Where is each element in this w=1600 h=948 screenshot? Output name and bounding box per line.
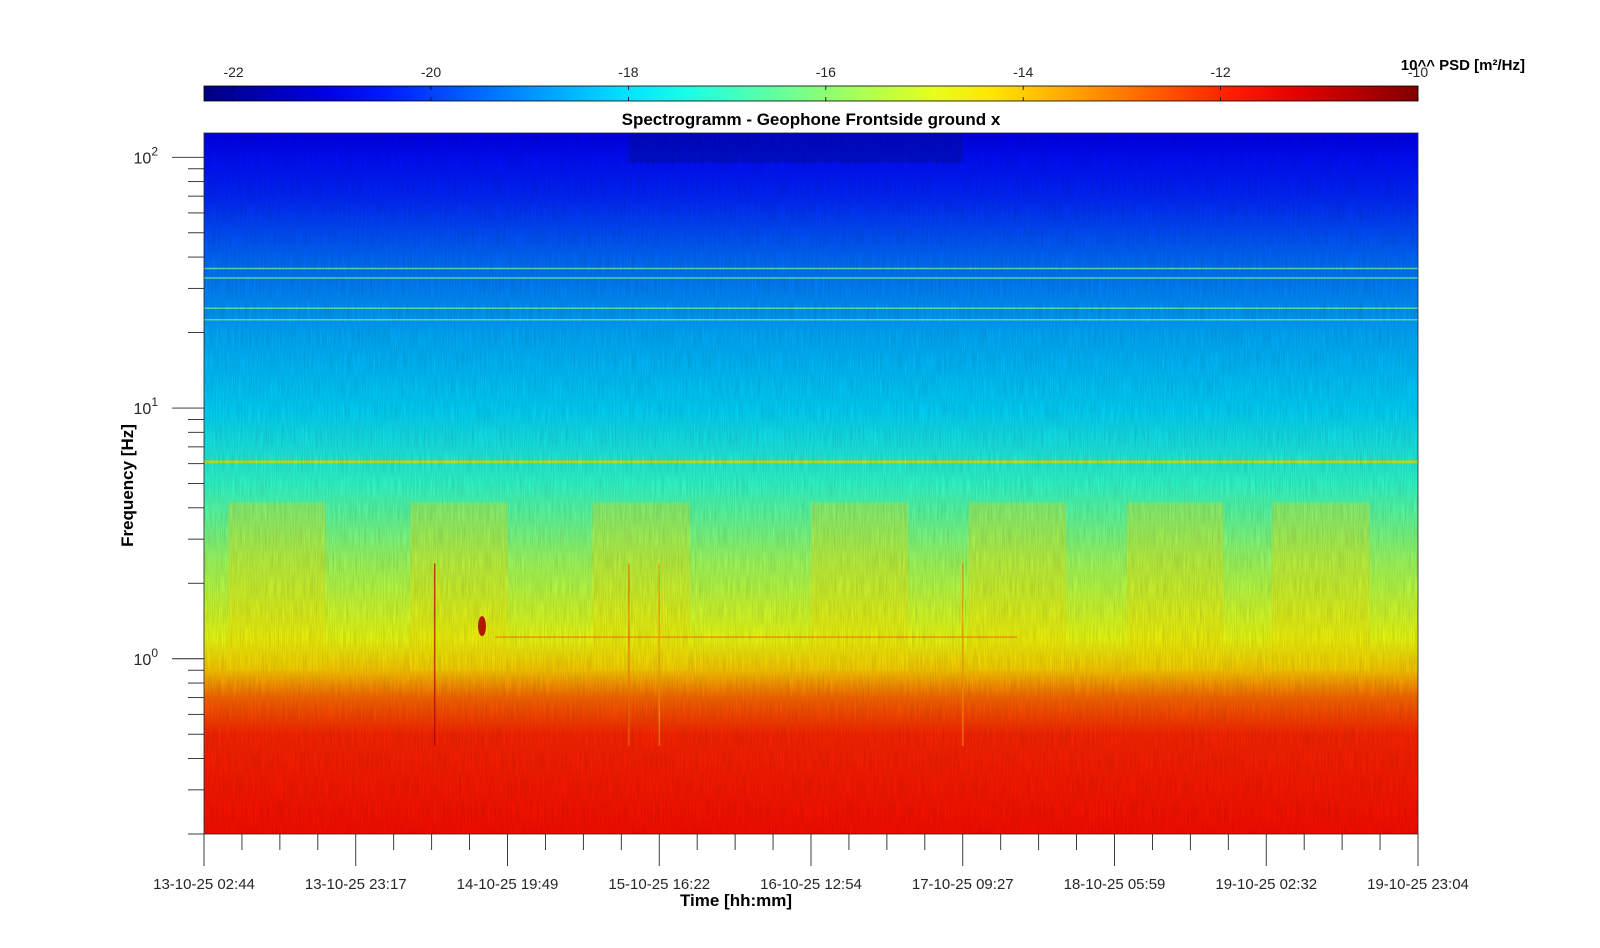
- x-tick-label: 19-10-25 23:04: [1367, 876, 1469, 893]
- x-axis-label: Time [hh:mm]: [680, 891, 792, 910]
- x-axis: 13-10-25 02:44 13-10-25 23:17 14-10-25 19:…: [153, 834, 1469, 893]
- colorbar-tick-label: -12: [1210, 64, 1230, 80]
- colorbar-label: 10^^ PSD [m²/Hz]: [1401, 57, 1525, 74]
- spectrogram-noise-texture: [204, 133, 1418, 834]
- colorbar-tick-label: -18: [618, 64, 638, 80]
- y-tick-label: 100: [134, 646, 159, 669]
- chart-title: Spectrogramm - Geophone Frontside ground…: [622, 110, 1001, 129]
- x-tick-label: 18-10-25 05:59: [1064, 876, 1166, 893]
- colorbar-bar: [203, 85, 1419, 102]
- x-tick-label: 13-10-25 23:17: [305, 876, 407, 893]
- y-tick-label: 101: [134, 395, 159, 418]
- colorbar-tick-label: -10: [1408, 64, 1428, 80]
- plot-frame: [203, 132, 1419, 835]
- x-tick-label: 17-10-25 09:27: [912, 876, 1014, 893]
- x-tick-label: 13-10-25 02:44: [153, 876, 255, 893]
- colorbar-ticks: -22 -20 -18 -16 -14 -12 -10: [223, 64, 1428, 101]
- colorbar-tick-label: -16: [816, 64, 836, 80]
- colorbar-tick-label: -20: [421, 64, 441, 80]
- y-axis: 100 101 102: [134, 144, 204, 835]
- x-tick-label: 16-10-25 12:54: [760, 876, 862, 893]
- spectrogram-plot-area: [204, 133, 1418, 834]
- x-tick-label: 19-10-25 02:32: [1215, 876, 1317, 893]
- colorbar-tick-label: -22: [223, 64, 243, 80]
- y-axis-label: Frequency [Hz]: [118, 424, 137, 547]
- y-tick-label: 102: [134, 144, 159, 167]
- colorbar-tick-label: -14: [1013, 64, 1033, 80]
- x-tick-label: 14-10-25 19:49: [457, 876, 559, 893]
- colorbar: -22 -20 -18 -16 -14 -12 -10 10^^ PSD [m²/Hz]: [203, 57, 1525, 102]
- x-tick-label: 15-10-25 16:22: [608, 876, 710, 893]
